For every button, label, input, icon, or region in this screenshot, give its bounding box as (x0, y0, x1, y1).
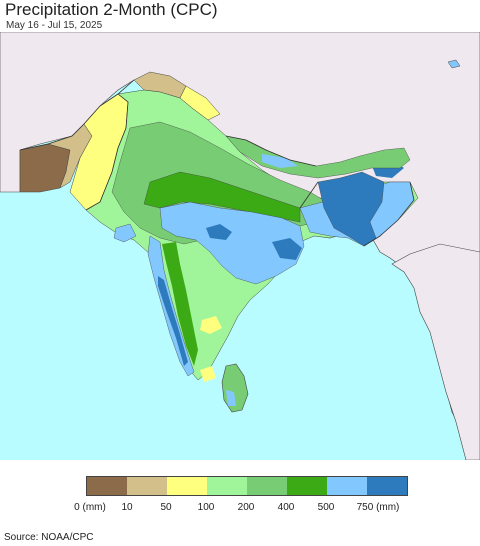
region-sri-lanka-blue (226, 390, 236, 406)
legend-swatch-7 (367, 477, 407, 495)
region-gujarat-blue (113, 223, 137, 243)
southeast-asia-land (391, 243, 480, 460)
region-western-ghats-green (162, 242, 198, 366)
region-nepal-blue (262, 154, 298, 168)
country-borders (19, 79, 415, 247)
legend-label-5: 400 (277, 502, 295, 513)
region-central-darkblue-1 (206, 224, 232, 240)
lake-marker (447, 59, 461, 69)
source-credit: Source: NOAA/CPC (4, 532, 94, 543)
legend-label-3: 100 (197, 502, 215, 513)
legend-label-7: 750 (mm) (356, 502, 400, 513)
legend-label-1: 10 (121, 502, 133, 513)
legend-labels: 0 (mm) 10 50 100 200 400 500 750 (mm) (0, 502, 480, 516)
legend-swatch-2 (167, 477, 207, 495)
region-dark-green-belt (143, 171, 301, 223)
precipitation-map (0, 32, 480, 460)
legend-label-6: 500 (317, 502, 335, 513)
legend-label-0: 0 (mm) (74, 502, 106, 513)
legend-label-2: 50 (160, 502, 172, 513)
legend-swatch-4 (247, 477, 287, 495)
legend-swatch-1 (127, 477, 167, 495)
region-south-yellow-1 (200, 316, 222, 334)
region-central-darkblue-2 (272, 238, 302, 260)
legend-bar (86, 476, 408, 496)
page-title: Precipitation 2-Month (CPC) (5, 0, 218, 19)
region-bangladesh-darkblue (317, 171, 385, 247)
date-range: May 16 - Jul 15, 2025 (6, 20, 103, 31)
legend-label-4: 200 (237, 502, 255, 513)
legend-swatch-0 (87, 477, 127, 495)
legend-swatch-6 (327, 477, 367, 495)
legend-swatch-5 (287, 477, 327, 495)
region-south-yellow-2 (200, 366, 216, 382)
region-central-blue (159, 201, 305, 285)
region-west-coast-darkblue (158, 276, 188, 366)
legend-swatch-3 (207, 477, 247, 495)
